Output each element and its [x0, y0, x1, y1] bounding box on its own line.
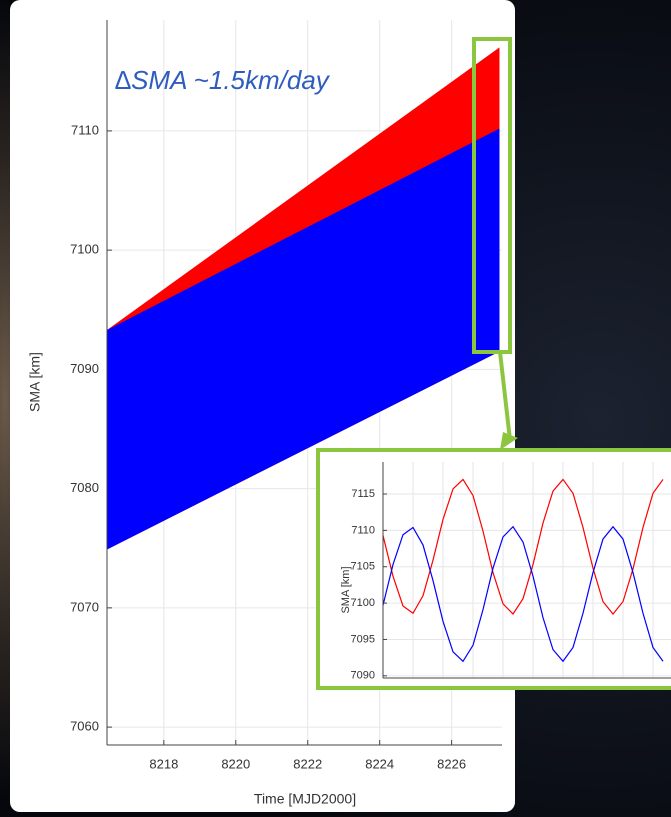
y-tick-label: 7100	[70, 242, 99, 257]
x-tick-label: 8218	[149, 756, 178, 771]
y-tick-label: 7080	[70, 480, 99, 495]
inset-y-axis-label: SMA [km]	[340, 566, 352, 613]
y-tick-label: 7060	[70, 719, 99, 734]
x-tick-label: 8224	[365, 756, 394, 771]
annotation: ∆SMA ~1.5km/day	[115, 65, 331, 95]
y-tick-label: 7110	[71, 122, 99, 137]
y-tick-label: 7070	[70, 599, 99, 614]
y-tick-label: 7110	[351, 524, 375, 536]
slide: 7060 7070 7080 7090 7100 7110 8218 8220 8222 8224…	[0, 0, 671, 817]
y-axis-label: SMA [km]	[27, 352, 43, 412]
y-tick-label: 7095	[351, 633, 375, 645]
y-tick-label: 7115	[351, 488, 375, 500]
x-tick-label: 8226	[437, 756, 466, 771]
page: 7060 7070 7080 7090 7100 7110 8218 8220 8222 8224…	[0, 0, 671, 817]
y-tick-label: 7105	[351, 561, 375, 573]
x-tick-label: 8222	[293, 756, 322, 771]
x-tick-label: 8220	[221, 756, 250, 771]
y-tick-label: 7090	[351, 670, 375, 682]
y-tick-label: 7090	[70, 361, 99, 376]
x-axis-label: Time [MJD2000]	[254, 791, 356, 807]
y-tick-label: 7100	[351, 597, 375, 609]
